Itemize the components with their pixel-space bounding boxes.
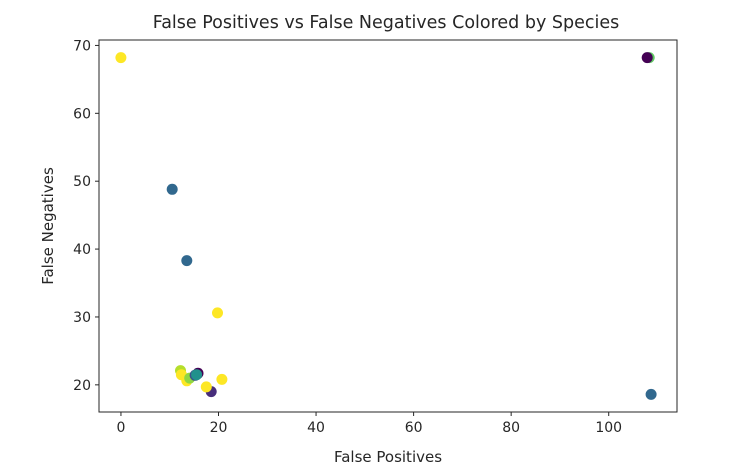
x-tick-label: 80 xyxy=(502,420,520,436)
scatter-point-15 xyxy=(216,373,228,385)
scatter-point-5 xyxy=(212,307,223,319)
y-axis-label: False Negatives xyxy=(39,167,57,285)
x-tick-label: 60 xyxy=(405,420,423,436)
y-tick-label: 30 xyxy=(73,310,91,326)
x-axis-ticks: 0 20 40 60 80 100 xyxy=(116,412,622,436)
x-tick-label: 20 xyxy=(210,420,228,436)
y-tick-label: 70 xyxy=(73,38,91,54)
y-tick-label: 40 xyxy=(73,242,91,258)
x-tick-label: 40 xyxy=(307,420,325,436)
y-axis-ticks: 20 30 40 50 60 70 xyxy=(73,38,99,394)
scatter-point-2 xyxy=(641,52,653,64)
y-tick-label: 50 xyxy=(73,174,91,190)
plot-area-frame xyxy=(98,39,678,413)
scatter-point-12 xyxy=(191,369,203,381)
y-tick-label: 60 xyxy=(73,106,91,122)
scatter-point-3 xyxy=(166,183,178,195)
x-tick-label: 0 xyxy=(116,420,125,436)
scatter-point-14 xyxy=(200,381,212,393)
scatter-point-4 xyxy=(181,255,193,267)
chart-title: False Positives vs False Negatives Color… xyxy=(153,13,620,33)
points-layer xyxy=(115,52,657,400)
scatter-point-16 xyxy=(645,388,657,400)
x-axis-label: False Positives xyxy=(334,448,442,466)
scatter-point-0 xyxy=(115,52,127,64)
x-tick-label: 100 xyxy=(595,420,622,436)
y-tick-label: 20 xyxy=(73,378,91,394)
